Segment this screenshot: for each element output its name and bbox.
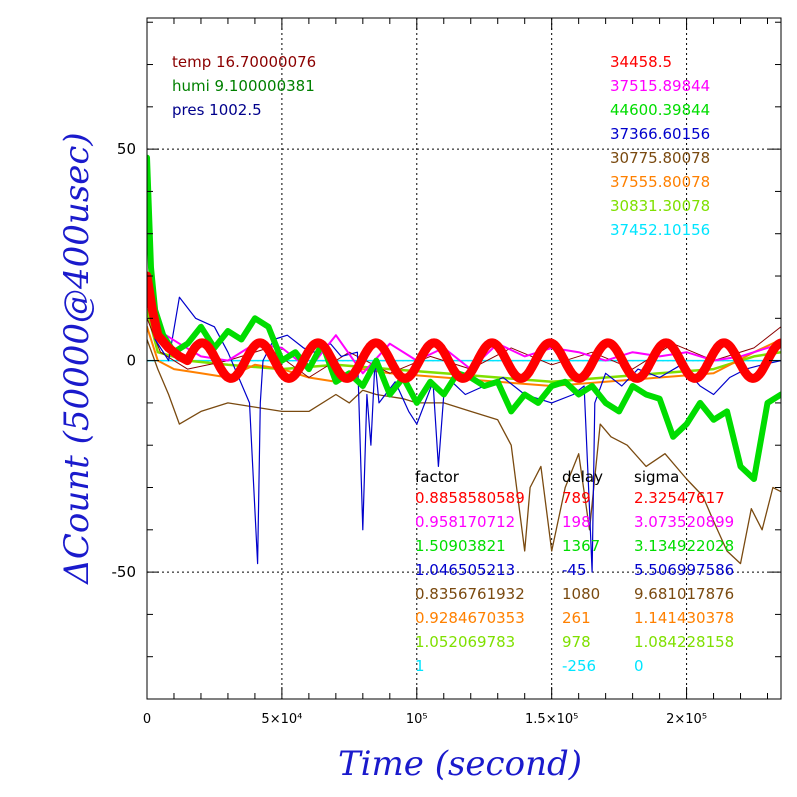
base-count-2: 44600.39844	[610, 101, 710, 119]
base-count-3: 37366.60156	[610, 125, 710, 143]
base-count-5: 37555.80078	[610, 173, 710, 191]
table-cell-factor-5: 0.9284670353	[415, 609, 525, 627]
table-cell-sigma-7: 0	[634, 657, 644, 675]
table-cell-factor-0: 0.8858580589	[415, 489, 525, 507]
annotations: temp 16.70000076 humi 9.100000381 pres 100…	[172, 53, 734, 675]
ticks	[147, 18, 781, 699]
table-cell-sigma-2: 3.134922028	[634, 537, 734, 555]
series-layer	[147, 154, 781, 573]
table-cell-factor-1: 0.958170712	[415, 513, 515, 531]
x-tick-label-2: 10⁵	[406, 712, 428, 727]
table-cell-delay-6: 978	[562, 633, 591, 651]
series-line-4	[147, 338, 781, 565]
table-cell-factor-6: 1.052069783	[415, 633, 515, 651]
table-cell-delay-5: 261	[562, 609, 591, 627]
env-label-1: humi 9.100000381	[172, 77, 315, 95]
table-cell-sigma-1: 3.073520899	[634, 513, 734, 531]
table-cell-sigma-5: 1.141430378	[634, 609, 734, 627]
y-tick-label-1: 0	[126, 352, 136, 370]
x-tick-label-3: 1.5×10⁵	[525, 712, 578, 727]
table-cell-factor-4: 0.8356761932	[415, 585, 525, 603]
x-axis-title: Time (second)	[338, 744, 582, 784]
table-cell-factor-3: 1.046505213	[415, 561, 515, 579]
tick-labels: 0 5×10⁴ 10⁵ 1.5×10⁵ 2×10⁵ 50 0 -50	[112, 140, 708, 727]
table-cell-delay-0: 789	[562, 489, 591, 507]
series-line-7	[147, 154, 781, 482]
table-cell-sigma-3: 5.506997586	[634, 561, 734, 579]
table-header-factor: factor	[415, 468, 460, 486]
base-count-6: 30831.30078	[610, 197, 710, 215]
table-header-sigma: sigma	[634, 468, 679, 486]
table-cell-sigma-4: 9.681017876	[634, 585, 734, 603]
y-tick-label-0: 50	[117, 140, 136, 158]
table-cell-delay-7: -256	[562, 657, 596, 675]
plot-frame	[146, 17, 782, 700]
table-header-delay: delay	[562, 468, 603, 486]
base-count-4: 30775.80078	[610, 149, 710, 167]
table-cell-delay-2: 1367	[562, 537, 600, 555]
base-count-1: 37515.89844	[610, 77, 710, 95]
base-count-0: 34458.5	[610, 53, 672, 71]
x-tick-label-0: 0	[143, 712, 151, 727]
table-cell-sigma-0: 2.32547617	[634, 489, 725, 507]
series-line-8	[147, 271, 781, 383]
table-cell-factor-7: 1	[415, 657, 425, 675]
env-label-2: pres 1002.5	[172, 101, 262, 119]
base-count-7: 37452.10156	[610, 221, 710, 239]
table-cell-delay-4: 1080	[562, 585, 600, 603]
x-tick-label-4: 2×10⁵	[666, 712, 707, 727]
env-label-0: temp 16.70000076	[172, 53, 316, 71]
x-tick-label-1: 5×10⁴	[261, 712, 302, 727]
table-cell-delay-1: 198	[562, 513, 591, 531]
table-cell-sigma-6: 1.084228158	[634, 633, 734, 651]
table-cell-factor-2: 1.50903821	[415, 537, 506, 555]
y-axis-title: ΔCount (50000@400usec)	[57, 132, 97, 585]
y-tick-label-2: -50	[112, 563, 137, 581]
table-cell-delay-3: -45	[562, 561, 587, 579]
series-line-1	[147, 308, 781, 384]
